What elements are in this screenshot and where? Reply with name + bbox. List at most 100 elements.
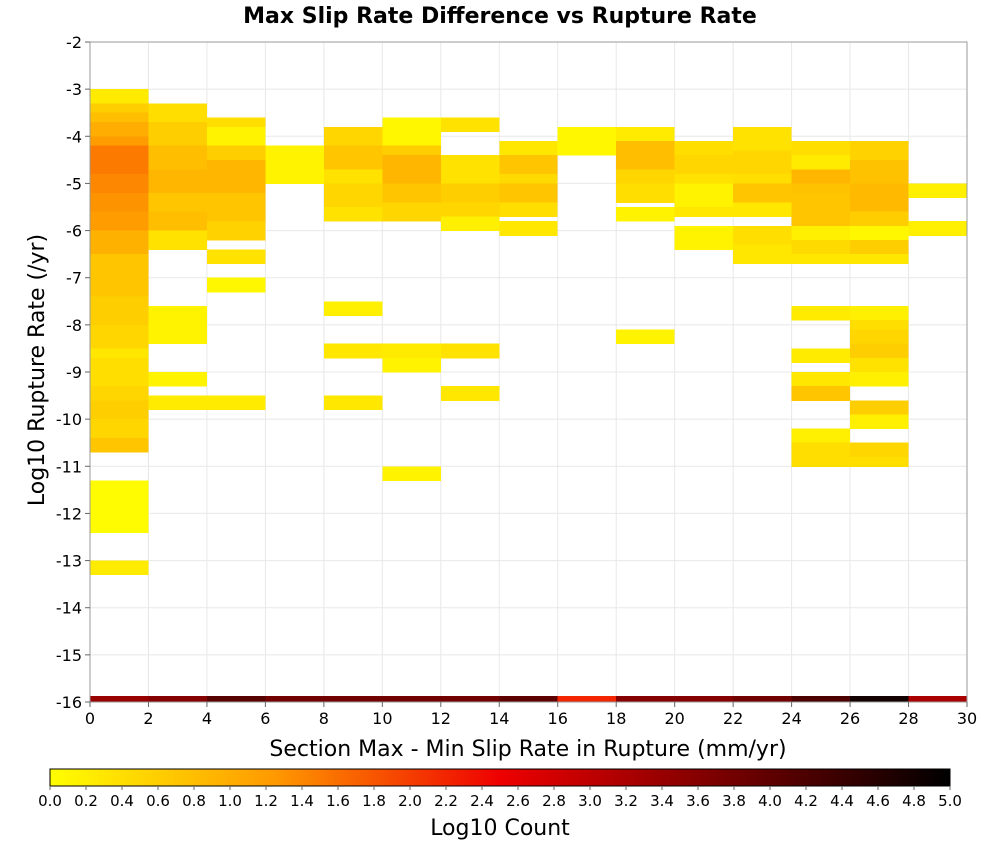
heatmap-cell <box>382 466 441 481</box>
bottom-strip-cell <box>557 696 617 702</box>
colorbar-tick-label: 4.2 <box>794 792 818 810</box>
y-tick-label: -8 <box>66 316 82 335</box>
x-axis-label: Section Max - Min Slip Rate in Rupture (… <box>269 737 786 762</box>
heatmap-cell <box>733 150 792 175</box>
heatmap-cell <box>850 211 909 227</box>
heatmap-cell <box>733 244 792 265</box>
x-tick-label: 12 <box>431 709 451 728</box>
heatmap-cell <box>90 145 149 175</box>
colorbar-tick-label: 3.6 <box>686 792 710 810</box>
heatmap-cell <box>850 225 909 241</box>
heatmap-cell <box>440 183 500 203</box>
bottom-strip <box>90 696 967 702</box>
heatmap-cell <box>440 216 500 232</box>
heatmap-cell <box>90 174 149 194</box>
heatmap-cell <box>323 183 383 208</box>
heatmap-cell <box>850 414 909 430</box>
heatmap-cell <box>90 112 149 123</box>
heatmap-cell <box>733 126 792 151</box>
colorbar-tick-label: 4.8 <box>902 792 926 810</box>
heatmap-cell <box>382 183 441 203</box>
bottom-strip-cell <box>382 696 441 702</box>
bottom-strip-cell <box>908 696 967 702</box>
colorbar-tick-label: 4.0 <box>758 792 782 810</box>
bottom-strip-cell <box>616 696 675 702</box>
y-axis-label: Log10 Rupture Rate (/yr) <box>25 234 50 506</box>
colorbar-tick-label: 3.2 <box>614 792 638 810</box>
heatmap-cell <box>90 386 149 401</box>
heatmap-cell <box>674 174 734 184</box>
heatmap-cell <box>382 155 441 184</box>
colorbar-tick-label: 5.0 <box>938 792 962 810</box>
y-tick-label: -12 <box>56 504 82 523</box>
bottom-strip-cell <box>206 696 266 702</box>
heatmap-cell <box>90 357 149 387</box>
colorbar-tick-label: 1.8 <box>362 792 386 810</box>
y-tick-label: -10 <box>56 410 82 429</box>
heatmap-cell <box>90 136 149 147</box>
heatmap-cell <box>791 442 851 467</box>
heatmap-cell <box>499 221 558 236</box>
heatmap-cell <box>908 221 967 236</box>
x-tick-label: 4 <box>202 709 212 728</box>
heatmap-cell <box>674 225 734 250</box>
heatmap-cell <box>499 202 558 217</box>
heatmap-cell <box>616 183 675 203</box>
heatmap-cell <box>382 145 441 156</box>
colorbar-tick-label: 2.4 <box>470 792 494 810</box>
heatmap-cell <box>90 438 149 453</box>
heatmap-cell <box>616 126 675 142</box>
heatmap-cell <box>323 126 383 147</box>
heatmap-cell <box>616 141 675 170</box>
heatmap-cell <box>90 296 149 326</box>
bottom-strip-cell <box>90 696 149 702</box>
heatmap-cell <box>850 329 909 345</box>
heatmap-cell <box>148 145 207 170</box>
x-tick-label: 20 <box>664 709 684 728</box>
heatmap-cell <box>791 192 851 227</box>
heatmap-cell <box>791 386 851 401</box>
heatmap-cell <box>206 277 266 293</box>
heatmap-cell <box>148 169 207 194</box>
bottom-strip-cell <box>674 696 734 702</box>
heatmap-cell <box>850 183 909 213</box>
heatmap-cell <box>382 357 441 373</box>
heatmap-cell <box>148 306 207 345</box>
bottom-strip-cell <box>499 696 558 702</box>
x-tick-label: 28 <box>898 709 918 728</box>
heatmap-cell <box>791 372 851 387</box>
heatmap-cell <box>557 126 617 156</box>
y-tick-label: -11 <box>56 457 82 476</box>
heatmap-cell <box>791 155 851 170</box>
x-tick-label: 26 <box>840 709 860 728</box>
colorbar-tick-label: 1.4 <box>290 792 314 810</box>
heatmap-cell <box>206 117 266 128</box>
heatmap-cell <box>90 230 149 255</box>
heatmap-cell <box>440 343 500 359</box>
bottom-strip-cell <box>791 696 851 702</box>
heatmap-cell <box>499 174 558 184</box>
heatmap-cell <box>323 169 383 184</box>
x-tick-label: 16 <box>548 709 568 728</box>
heatmap-cell <box>499 183 558 203</box>
y-tick-label: -13 <box>56 552 82 571</box>
y-tick-label: -2 <box>66 33 82 52</box>
heatmap-cell <box>90 211 149 232</box>
heatmap-cell <box>616 207 675 222</box>
colorbar-tick-label: 0.8 <box>182 792 206 810</box>
colorbar-tick-label: 3.0 <box>578 792 602 810</box>
x-tick-label: 6 <box>260 709 270 728</box>
heatmap-cell <box>791 348 851 364</box>
heatmap-cell <box>733 225 792 246</box>
heatmap-cell <box>674 141 734 156</box>
heatmap-cell <box>206 221 266 241</box>
x-tick-label: 10 <box>372 709 392 728</box>
heatmap-cell <box>499 155 558 175</box>
colorbar-ticks: 0.0 0.2 0.4 0.6 0.8 1.0 1.2 1.4 1.6 1.8 2.0 2.2 2.4 2… <box>38 786 962 810</box>
heatmap-cell <box>850 159 909 184</box>
x-tick-label: 0 <box>85 709 95 728</box>
colorbar-tick-label: 4.6 <box>866 792 890 810</box>
colorbar-tick-label: 0.4 <box>110 792 134 810</box>
heatmap-cell <box>440 386 500 401</box>
